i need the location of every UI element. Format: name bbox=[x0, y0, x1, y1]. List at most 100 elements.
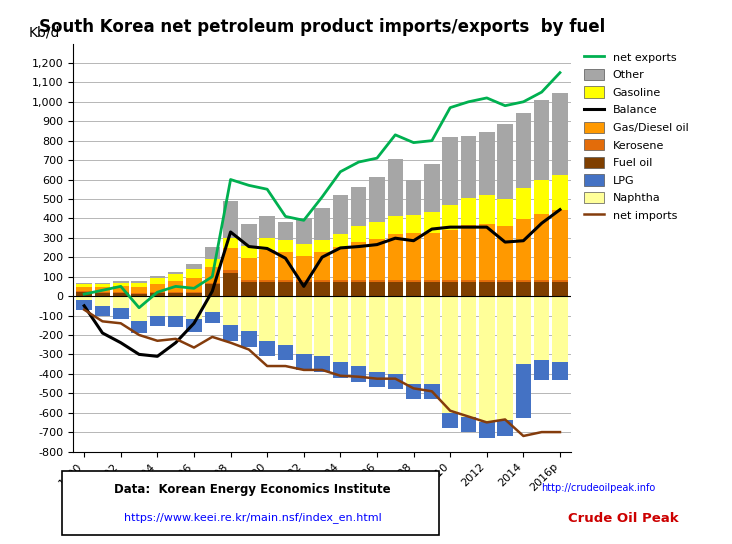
Bar bbox=[314, 356, 330, 372]
Bar bbox=[442, 230, 458, 280]
Bar bbox=[424, 280, 440, 282]
Bar bbox=[552, 362, 568, 380]
Bar bbox=[406, 181, 422, 215]
Bar bbox=[296, 354, 312, 370]
Bar bbox=[552, 280, 568, 282]
Bar bbox=[424, 212, 440, 233]
Bar bbox=[552, 282, 568, 296]
Bar bbox=[332, 296, 348, 362]
Bar bbox=[168, 316, 184, 327]
Bar bbox=[204, 312, 220, 323]
Bar bbox=[76, 300, 92, 310]
Bar bbox=[131, 322, 147, 333]
Bar bbox=[131, 294, 147, 296]
Bar bbox=[241, 296, 257, 331]
Bar bbox=[168, 293, 184, 296]
Bar bbox=[424, 296, 440, 384]
Bar bbox=[387, 159, 403, 217]
Bar bbox=[479, 224, 495, 280]
Bar bbox=[442, 296, 458, 413]
Bar bbox=[113, 283, 129, 286]
Bar bbox=[332, 280, 348, 282]
Bar bbox=[149, 276, 165, 278]
Bar bbox=[259, 238, 275, 250]
Bar bbox=[168, 296, 184, 316]
Bar bbox=[314, 282, 330, 296]
Bar bbox=[94, 292, 111, 293]
Bar bbox=[277, 240, 294, 252]
Bar bbox=[204, 247, 220, 258]
Bar bbox=[94, 293, 111, 296]
Bar bbox=[314, 252, 330, 280]
Bar bbox=[113, 286, 129, 292]
Text: Crude Oil Peak: Crude Oil Peak bbox=[567, 512, 679, 526]
Bar bbox=[479, 280, 495, 282]
Bar bbox=[406, 215, 422, 233]
Bar bbox=[369, 372, 385, 387]
Bar bbox=[424, 384, 440, 399]
Bar bbox=[241, 280, 257, 282]
Bar bbox=[296, 218, 312, 244]
Bar bbox=[460, 198, 477, 225]
Bar bbox=[131, 287, 147, 293]
Bar bbox=[442, 205, 458, 230]
Bar bbox=[277, 222, 294, 240]
Bar bbox=[314, 208, 330, 240]
Bar bbox=[241, 224, 257, 245]
Bar bbox=[515, 280, 531, 282]
Bar bbox=[332, 246, 348, 280]
Bar bbox=[259, 282, 275, 296]
Bar bbox=[223, 201, 239, 238]
Bar bbox=[186, 278, 202, 292]
Bar bbox=[296, 282, 312, 296]
Bar bbox=[332, 234, 348, 246]
Bar bbox=[332, 195, 348, 234]
Bar bbox=[387, 296, 403, 374]
Bar bbox=[351, 280, 367, 282]
Bar bbox=[113, 293, 129, 296]
Bar bbox=[515, 296, 531, 364]
Bar bbox=[497, 296, 513, 421]
Bar bbox=[497, 282, 513, 296]
Bar bbox=[168, 281, 184, 292]
Bar bbox=[149, 293, 165, 296]
Bar bbox=[534, 100, 550, 180]
Bar bbox=[186, 319, 202, 332]
Bar bbox=[479, 422, 495, 438]
Bar bbox=[332, 362, 348, 378]
Bar bbox=[186, 264, 202, 269]
Bar bbox=[241, 258, 257, 280]
Bar bbox=[76, 284, 92, 287]
Bar bbox=[259, 250, 275, 280]
Bar bbox=[351, 187, 367, 226]
Bar bbox=[131, 281, 147, 283]
Bar bbox=[424, 282, 440, 296]
Bar bbox=[534, 180, 550, 214]
Bar bbox=[186, 269, 202, 278]
Bar bbox=[223, 249, 239, 270]
Bar bbox=[149, 278, 165, 284]
Bar bbox=[552, 175, 568, 209]
Bar bbox=[277, 282, 294, 296]
Bar bbox=[515, 364, 531, 418]
Bar bbox=[460, 296, 477, 417]
Bar bbox=[351, 296, 367, 366]
Legend: net exports, Other, Gasoline, Balance, Gas/Diesel oil, Kerosene, Fuel oil, LPG, : net exports, Other, Gasoline, Balance, G… bbox=[581, 49, 690, 223]
Bar bbox=[296, 244, 312, 256]
Bar bbox=[76, 296, 92, 300]
Bar bbox=[131, 293, 147, 294]
Bar bbox=[131, 296, 147, 322]
Bar bbox=[351, 242, 367, 280]
Bar bbox=[351, 282, 367, 296]
Bar bbox=[387, 234, 403, 280]
Bar bbox=[406, 233, 422, 280]
Bar bbox=[149, 296, 165, 316]
Text: https://www.keei.re.kr/main.nsf/index_en.html: https://www.keei.re.kr/main.nsf/index_en… bbox=[124, 512, 381, 523]
Bar bbox=[406, 280, 422, 282]
Bar bbox=[424, 164, 440, 212]
Bar bbox=[479, 282, 495, 296]
Bar bbox=[387, 282, 403, 296]
Text: http://crudeoilpeak.info: http://crudeoilpeak.info bbox=[541, 483, 655, 493]
Bar bbox=[460, 136, 477, 198]
Bar bbox=[351, 226, 367, 242]
